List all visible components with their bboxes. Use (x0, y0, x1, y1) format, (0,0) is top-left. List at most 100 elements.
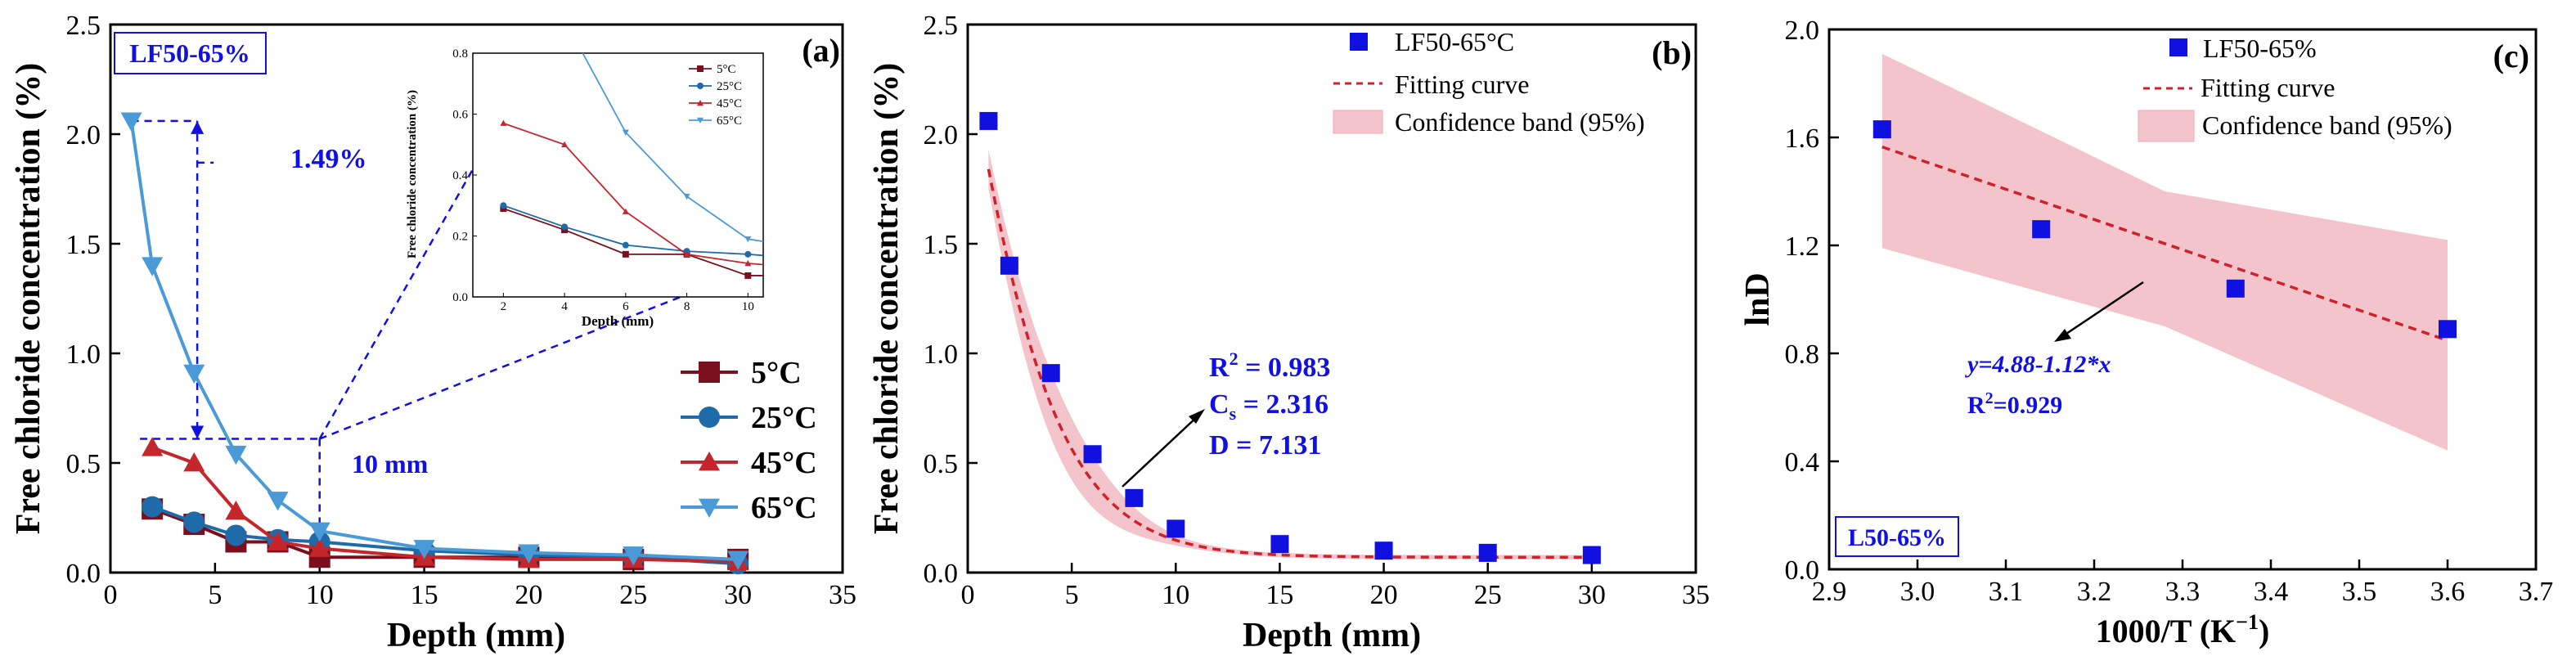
data-point-65°C (142, 257, 164, 276)
b-ytick-label: 1.5 (924, 230, 959, 260)
data-point-45°C (183, 452, 205, 472)
data-point-65°C (120, 112, 142, 132)
panel-a: 0 5 10 15 20 25 30 35 0.0 0.5 1.0 1.5 2.0 2.5 (a) LF5… (10, 11, 856, 654)
legend-b: LF50-65°C Fitting curve Confidence band … (1333, 27, 1645, 137)
inset-xtick-label: 10 (742, 300, 754, 313)
legend-c: LF50-65% Fitting curve Confidence band (… (2138, 34, 2452, 142)
a-xtick-label: 25 (619, 580, 647, 610)
a-xtick-label: 0 (104, 580, 118, 610)
inset-ytick-label: 0.2 (452, 231, 468, 244)
a-xtick-label: 20 (515, 580, 542, 610)
zoom-line-upper (318, 168, 474, 440)
c-ytick-label: 0.0 (1785, 555, 1820, 586)
arrow-b (1122, 415, 1199, 488)
b-xtick-label: 25 (1474, 580, 1502, 610)
panel-c: 2.9 3.0 3.1 3.2 3.3 3.4 3.5 3.6 3.7 0.0 0.4 0.8 1.2 1… (1739, 16, 2553, 649)
r2-c: R2=0.929 (1967, 389, 2062, 419)
data-point-45°C (308, 537, 330, 557)
b-xtick-label: 10 (1162, 580, 1189, 610)
a-xtick-label: 15 (411, 580, 438, 610)
inset-legend-label-65°C: 65°C (717, 115, 742, 128)
inset-legend-marker-65°C (697, 117, 704, 124)
a-xtick-label: 30 (724, 580, 752, 610)
xlabel-b: Depth (mm) (1243, 617, 1421, 654)
inset-line-45°C (503, 122, 763, 266)
inset-ytick-label: 0.0 (452, 291, 468, 304)
data-point-65°C (183, 364, 205, 384)
inset-a: 2 4 6 8 10 0.0 0.2 0.4 0.6 0.8 5°C 25°C 45°C 65°C De… (406, 17, 765, 329)
svg-text:D = 7.131: D = 7.131 (1209, 430, 1321, 461)
inset-point-25°C (500, 202, 507, 209)
legend-label-25°C: 25°C (751, 401, 817, 435)
data-point-45°C (267, 531, 289, 550)
data-point-65°C (727, 550, 749, 570)
legend-label-points: LF50-65°C (1395, 27, 1514, 56)
legend-swatch-band (1333, 110, 1383, 134)
tag-box-a (114, 32, 267, 74)
legend-label-points-c: LF50-65% (2203, 34, 2317, 63)
inset-ytick-label: 0.6 (452, 109, 468, 122)
tag-a: LF50-65% (129, 38, 250, 68)
c-ytick-label: 1.2 (1785, 231, 1820, 262)
inset-point-45°C (622, 208, 629, 214)
panel-label-c: (c) (2493, 38, 2529, 74)
c-ytick-label: 0.8 (1785, 339, 1820, 370)
data-point-b (1374, 541, 1393, 560)
a-xtick-label: 35 (829, 580, 856, 610)
data-point-25°C (183, 511, 205, 533)
b-ytick-label: 0.5 (924, 449, 959, 479)
a-ytick-label: 0.0 (66, 559, 101, 589)
xlabel-c: 1000/T (K−1) (2096, 610, 2270, 649)
data-point-c (2226, 279, 2245, 298)
a-xtick-label: 5 (208, 580, 222, 610)
inset-point-45°C (744, 260, 752, 267)
inset-legend-label-45°C: 45°C (717, 97, 742, 110)
inset-point-25°C (561, 223, 569, 231)
c-ytick-label: 2.0 (1785, 16, 1820, 46)
plot-frame-b (966, 23, 1697, 574)
inset-ytick-label: 0.8 (452, 47, 468, 61)
c-xtick-label: 3.1 (1989, 577, 2024, 607)
data-point-65°C (225, 445, 247, 465)
inset-point-65°C (561, 17, 568, 23)
inset-xtick-label: 2 (501, 300, 507, 313)
b-ytick-label: 1.0 (924, 339, 959, 370)
inset-point-5°C (744, 272, 752, 279)
legend-marker-points (1350, 33, 1368, 51)
b-ytick-label: 0.0 (924, 559, 959, 589)
b-xtick-label: 15 (1266, 580, 1293, 610)
annotation-depth: 10 mm (352, 449, 429, 479)
inset-xtick-label: 8 (684, 300, 690, 313)
inset-point-45°C (561, 141, 569, 147)
panel-label-b: (b) (1652, 34, 1692, 71)
tag-box-c (1835, 516, 1959, 557)
arrow-head-b (1189, 409, 1205, 424)
legend-swatch-band-c (2138, 110, 2195, 142)
guide-arrow-head (191, 425, 205, 439)
ylabel-b: Free chloride concentration (%) (868, 63, 906, 535)
panel-label-a: (a) (802, 32, 840, 69)
inset-legend-marker-45°C (697, 100, 704, 106)
inset-point-25°C (744, 250, 752, 258)
inset-ytick-label: 0.4 (452, 169, 468, 182)
inset-point-65°C (683, 193, 690, 200)
equation-c: y=4.88-1.12*x (1965, 351, 2111, 378)
data-point-b (1167, 519, 1185, 538)
c-xtick-label: 3.2 (2077, 577, 2112, 607)
legend-label-band: Confidence band (95%) (1395, 107, 1645, 137)
inset-line-5°C (503, 208, 763, 276)
a-ytick-label: 0.5 (66, 449, 101, 479)
a-ytick-label: 2.0 (66, 120, 101, 151)
inset-point-45°C (500, 119, 507, 126)
b-ytick-label: 2.5 (924, 11, 959, 41)
c-xtick-label: 3.5 (2342, 577, 2377, 607)
data-point-b (1000, 256, 1018, 275)
data-point-c (1872, 120, 1891, 139)
legend-marker-points-c (2169, 38, 2187, 56)
inset-legend-marker-25°C (697, 83, 704, 89)
legend-marker-5°C (699, 362, 720, 383)
xlabel-a: Depth (mm) (387, 617, 565, 654)
c-ytick-label: 0.4 (1785, 447, 1820, 478)
ylabel-a: Free chloride concentration (%) (10, 63, 47, 535)
arrow-head-c (2054, 329, 2071, 342)
